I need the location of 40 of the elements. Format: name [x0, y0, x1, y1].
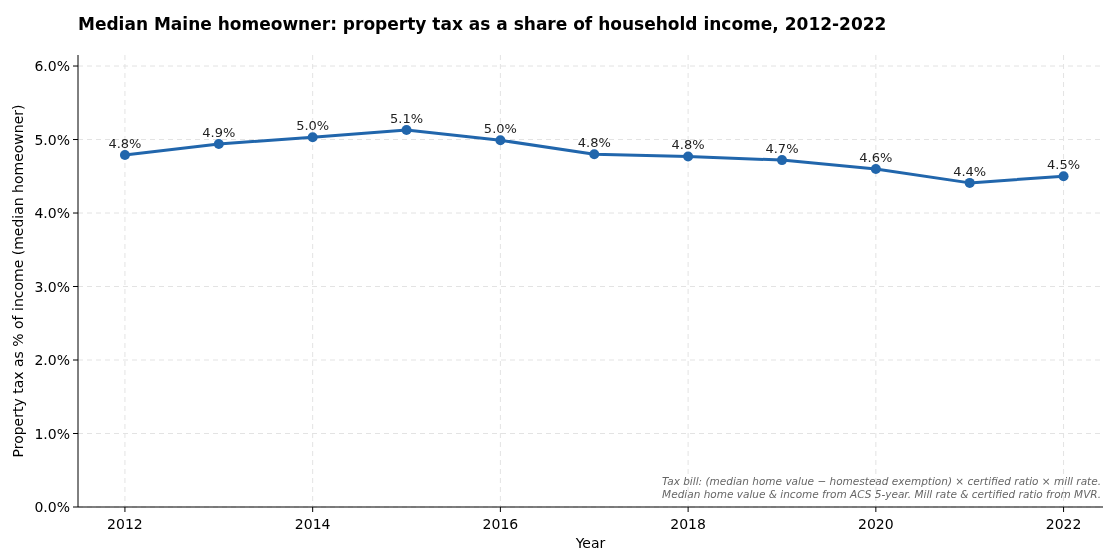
y-tick-label: 5.0% — [34, 131, 70, 148]
data-label: 4.8% — [671, 137, 705, 153]
y-tick-label: 1.0% — [34, 425, 70, 442]
annotation: Tax bill: (median home value − homestead exemption) × certified ratio × mill rate. — [661, 475, 1101, 487]
y-tick-label: 0.0% — [34, 499, 70, 515]
x-tick-label: 2018 — [670, 516, 706, 532]
y-tick-label: 2.0% — [34, 352, 70, 369]
point — [401, 124, 412, 135]
data-label: 4.9% — [202, 124, 236, 140]
x-tick-label: 2012 — [107, 516, 143, 532]
x-tick-label: 2020 — [858, 516, 894, 532]
data-label: 5.1% — [390, 110, 424, 126]
annotation: Median home value & income from ACS 5-year. Mill rate & certified ratio from MVR. — [662, 487, 1101, 500]
point — [1058, 171, 1069, 182]
data-label: 5.0% — [483, 121, 517, 137]
point — [589, 149, 600, 160]
y-tick-label: 3.0% — [34, 278, 70, 295]
point — [213, 138, 224, 149]
data-label: 4.5% — [1047, 157, 1081, 173]
data-label: 4.4% — [953, 163, 987, 179]
x-tick-label: 2016 — [482, 516, 519, 532]
data-label: 4.8% — [577, 135, 611, 151]
point — [119, 149, 130, 160]
y-axis-title: Property tax as % of income (median homeowner) — [10, 104, 26, 458]
point — [870, 163, 881, 174]
chart-title: Median Maine homeowner: property tax as a share of household income, 2012-2022 — [78, 14, 887, 34]
point — [307, 132, 318, 143]
point — [495, 135, 506, 146]
data-label: 4.7% — [765, 141, 799, 157]
y-tick-label: 6.0% — [34, 58, 70, 75]
point — [683, 151, 694, 162]
y-tick-label: 4.0% — [34, 205, 70, 222]
point — [776, 155, 787, 166]
x-axis-title: Year — [574, 535, 606, 549]
data-label: 4.8% — [108, 135, 142, 151]
data-label: 4.6% — [859, 149, 893, 165]
x-tick-label: 2022 — [1045, 516, 1082, 532]
data-label: 5.0% — [296, 118, 330, 134]
point — [964, 177, 975, 188]
x-tick-label: 2014 — [294, 516, 331, 532]
